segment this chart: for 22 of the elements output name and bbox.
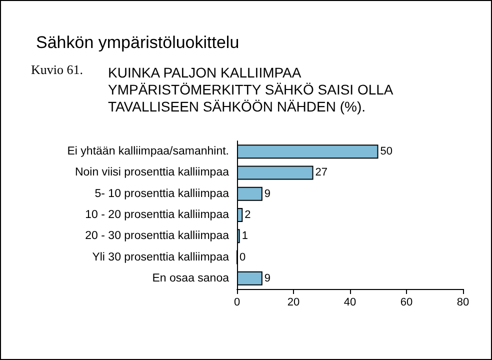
text: Kuvio 61. <box>31 62 83 77</box>
y-tick-label: 5- 10 prosenttia kalliimpaa <box>94 188 230 200</box>
x-tick-label: 40 <box>344 296 356 308</box>
x-tick-label: 80 <box>456 296 470 308</box>
y-tick-label: En osaa sanoa <box>152 272 230 284</box>
x-tick-label: 60 <box>400 296 413 308</box>
y-tick-label: 20 - 30 prosenttia kalliimpaa <box>85 230 230 242</box>
data-label: 9 <box>264 272 271 284</box>
chart-title: Sähkön ympäristöluokittelu <box>36 33 240 52</box>
x-tick-label: 20 <box>287 296 300 308</box>
y-tick-label: Ei yhtään kalliimpaa/samanhint. <box>67 146 229 158</box>
y-tick-label: 10 - 20 prosenttia kalliimpaa <box>85 209 230 221</box>
data-label: 50 <box>380 146 392 158</box>
x-tick-label: 0 <box>234 296 240 308</box>
data-label: 2 <box>244 209 251 221</box>
y-tick-label: Noin viisi prosenttia kalliimpaa <box>74 166 230 179</box>
data-label: 27 <box>315 166 328 179</box>
data-label: 9 <box>264 188 271 200</box>
chart-subtitle: KUINKA PALJON KALLIIMPAA YMPÄRISTÖMERKITTY SÄHKÖ SAISI OLLA TAVALLISEEN SÄHKÖÖN NÄHDEN (%). <box>108 64 396 114</box>
y-tick-label: Yli 30 prosenttia kalliimpaa <box>92 251 230 264</box>
data-label: 1 <box>242 230 248 242</box>
data-label: 0 <box>240 251 246 264</box>
